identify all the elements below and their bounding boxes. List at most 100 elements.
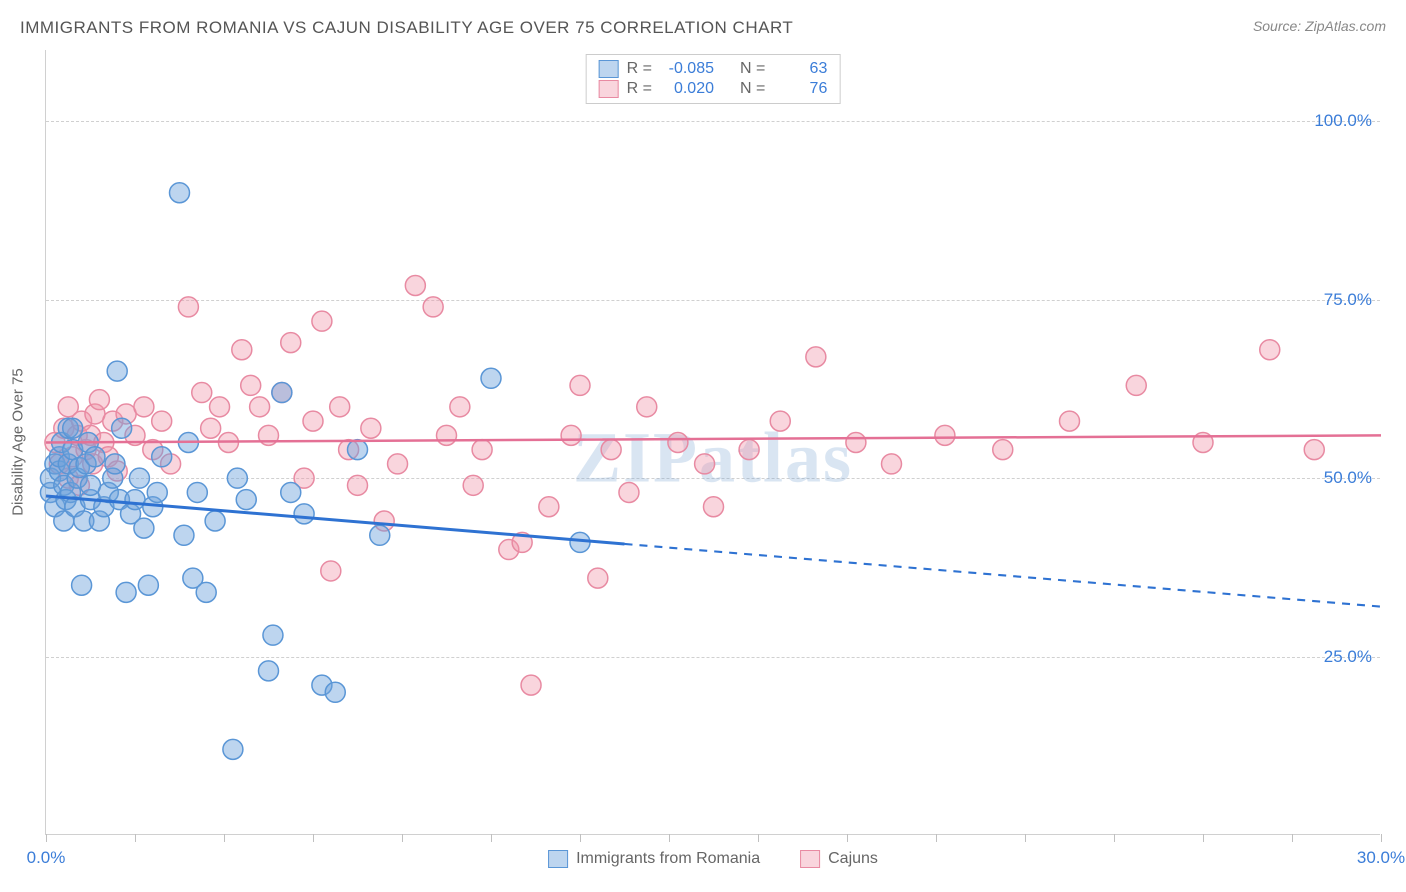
legend-swatch xyxy=(599,80,619,98)
point-cajuns xyxy=(312,311,332,331)
x-tick xyxy=(402,834,403,842)
point-cajuns xyxy=(348,475,368,495)
point-romania xyxy=(112,418,132,438)
point-romania xyxy=(481,368,501,388)
x-tick-label: 30.0% xyxy=(1357,848,1405,868)
point-cajuns xyxy=(570,375,590,395)
x-tick xyxy=(491,834,492,842)
point-romania xyxy=(63,418,83,438)
point-romania xyxy=(348,440,368,460)
point-romania xyxy=(259,661,279,681)
point-cajuns xyxy=(89,390,109,410)
legend-N-label: N = xyxy=(740,60,765,78)
point-romania xyxy=(272,383,292,403)
point-romania xyxy=(196,582,216,602)
point-romania xyxy=(125,490,145,510)
point-romania xyxy=(72,575,92,595)
source-name: ZipAtlas.com xyxy=(1305,18,1386,34)
point-cajuns xyxy=(463,475,483,495)
point-cajuns xyxy=(472,440,492,460)
legend-series-name: Cajuns xyxy=(828,850,878,868)
x-tick xyxy=(135,834,136,842)
point-romania xyxy=(81,475,101,495)
legend-item-romania: Immigrants from Romania xyxy=(548,850,760,868)
point-romania xyxy=(570,532,590,552)
legend-R-value: 0.020 xyxy=(660,80,714,98)
point-cajuns xyxy=(846,433,866,453)
chart-title: IMMIGRANTS FROM ROMANIA VS CAJUN DISABIL… xyxy=(20,18,793,38)
trendline-cajuns xyxy=(46,435,1381,442)
point-cajuns xyxy=(619,482,639,502)
x-tick xyxy=(758,834,759,842)
point-cajuns xyxy=(1304,440,1324,460)
point-cajuns xyxy=(695,454,715,474)
x-tick xyxy=(1203,834,1204,842)
point-cajuns xyxy=(134,397,154,417)
point-cajuns xyxy=(423,297,443,317)
point-romania xyxy=(174,525,194,545)
point-romania xyxy=(107,361,127,381)
point-cajuns xyxy=(303,411,323,431)
legend-corr-row-cajuns: R =0.020N =76 xyxy=(599,79,828,99)
point-romania xyxy=(227,468,247,488)
legend-swatch xyxy=(548,850,568,868)
point-romania xyxy=(263,625,283,645)
point-cajuns xyxy=(450,397,470,417)
point-cajuns xyxy=(704,497,724,517)
point-cajuns xyxy=(1260,340,1280,360)
point-romania xyxy=(281,482,301,502)
point-romania xyxy=(223,739,243,759)
legend-correlation: R =-0.085N =63R =0.020N =76 xyxy=(586,54,841,104)
point-cajuns xyxy=(601,440,621,460)
point-cajuns xyxy=(668,433,688,453)
source-credit: Source: ZipAtlas.com xyxy=(1253,18,1386,34)
point-cajuns xyxy=(232,340,252,360)
x-tick xyxy=(313,834,314,842)
point-romania xyxy=(205,511,225,531)
point-romania xyxy=(187,482,207,502)
point-romania xyxy=(105,454,125,474)
point-cajuns xyxy=(361,418,381,438)
point-romania xyxy=(85,447,105,467)
point-cajuns xyxy=(178,297,198,317)
point-romania xyxy=(325,682,345,702)
header: IMMIGRANTS FROM ROMANIA VS CAJUN DISABIL… xyxy=(20,18,1386,38)
point-cajuns xyxy=(241,375,261,395)
point-romania xyxy=(152,447,172,467)
point-cajuns xyxy=(588,568,608,588)
point-romania xyxy=(116,582,136,602)
x-tick xyxy=(669,834,670,842)
source-prefix: Source: xyxy=(1253,18,1305,34)
point-romania xyxy=(170,183,190,203)
point-romania xyxy=(236,490,256,510)
point-romania xyxy=(129,468,149,488)
point-cajuns xyxy=(935,425,955,445)
legend-N-label: N = xyxy=(740,80,765,98)
point-cajuns xyxy=(993,440,1013,460)
point-cajuns xyxy=(250,397,270,417)
x-tick xyxy=(847,834,848,842)
point-cajuns xyxy=(561,425,581,445)
point-romania xyxy=(138,575,158,595)
legend-corr-row-romania: R =-0.085N =63 xyxy=(599,59,828,79)
point-cajuns xyxy=(806,347,826,367)
legend-swatch xyxy=(599,60,619,78)
point-cajuns xyxy=(1060,411,1080,431)
point-cajuns xyxy=(637,397,657,417)
chart-area: Disability Age Over 75 25.0%50.0%75.0%10… xyxy=(45,50,1380,835)
x-tick xyxy=(224,834,225,842)
legend-R-value: -0.085 xyxy=(660,60,714,78)
point-cajuns xyxy=(405,276,425,296)
point-romania xyxy=(370,525,390,545)
point-cajuns xyxy=(152,411,172,431)
x-tick xyxy=(1292,834,1293,842)
point-cajuns xyxy=(770,411,790,431)
point-cajuns xyxy=(330,397,350,417)
point-cajuns xyxy=(882,454,902,474)
x-tick xyxy=(46,834,47,842)
point-cajuns xyxy=(437,425,457,445)
x-tick xyxy=(1381,834,1382,842)
legend-item-cajuns: Cajuns xyxy=(800,850,878,868)
point-cajuns xyxy=(210,397,230,417)
y-axis-label: Disability Age Over 75 xyxy=(10,368,27,516)
